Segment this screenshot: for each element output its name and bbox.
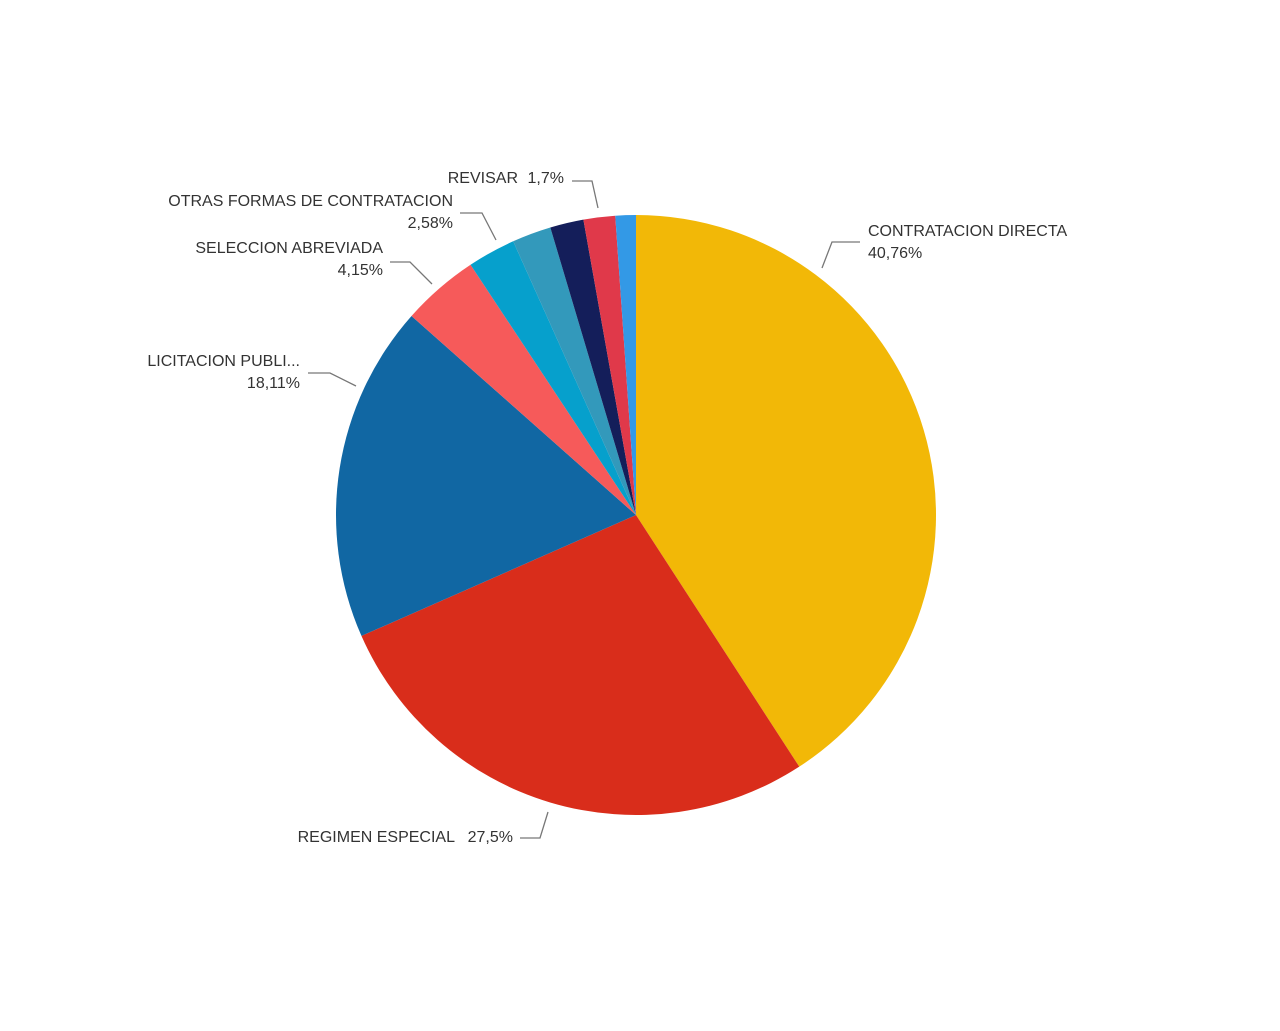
pie-slice <box>583 215 636 515</box>
slice-label: REVISAR <box>448 170 518 187</box>
leader-line <box>460 212 497 241</box>
pie-slice <box>636 215 937 767</box>
slice-value-label: 4,15% <box>338 262 383 279</box>
pie-slice <box>615 215 636 515</box>
leader-line <box>390 261 433 285</box>
slice-label: SELECCION ABREVIADA <box>195 240 383 257</box>
slice-value-label: 1,7% <box>528 170 564 187</box>
pie-slice <box>361 515 800 815</box>
leader-line <box>308 372 357 387</box>
pie-slice <box>470 241 636 515</box>
pie-slice <box>513 227 636 515</box>
pie-slice <box>411 264 636 515</box>
slice-label: OTRAS FORMAS DE CONTRATACION <box>168 193 453 210</box>
slice-label: REGIMEN ESPECIAL <box>298 829 455 846</box>
pie-slice <box>550 219 636 515</box>
leader-line <box>520 811 549 839</box>
slice-value-label: 27,5% <box>468 829 513 846</box>
slice-value-label: 2,58% <box>408 215 453 232</box>
slice-value-label: 18,11% <box>247 375 300 392</box>
slice-label: CONTRATACION DIRECTA <box>868 223 1067 240</box>
leader-line <box>572 180 599 209</box>
slice-value-label: 40,76% <box>868 245 922 262</box>
leader-line <box>821 241 860 269</box>
pie-slice <box>335 315 636 636</box>
slice-label: LICITACION PUBLI... <box>147 353 300 370</box>
